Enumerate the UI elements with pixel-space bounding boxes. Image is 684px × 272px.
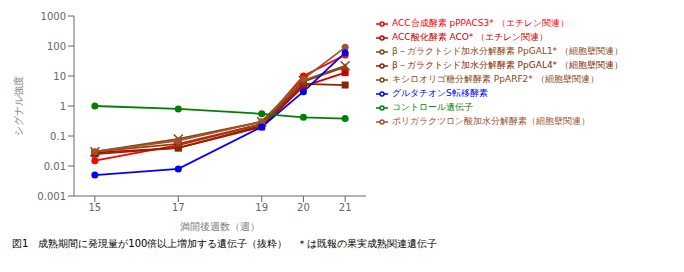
svg-text:0.01: 0.01 (44, 161, 66, 172)
svg-text:1: 1 (60, 101, 66, 112)
html-text:β－ガラクトシド加水分解酵素 PpGAL4* （細胞壁関連）: β－ガラクトシド加水分解酵素 PpGAL4* （細胞壁関連） (392, 60, 623, 70)
svg-text:100: 100 (47, 41, 66, 52)
html-text:キシロオリゴ糖分解酵素 PpARF2* （細胞壁関連）: キシロオリゴ糖分解酵素 PpARF2* （細胞壁関連） (392, 74, 599, 84)
html-text:図1 成熟期間に発現量が100倍以上増加する遺伝子（抜粋）: 図1 成熟期間に発現量が100倍以上増加する遺伝子（抜粋） ＊は既報の果実成熟関… (12, 238, 438, 249)
html-text:ポリガラクツロン酸加水分解酵素（細胞壁関連）: ポリガラクツロン酸加水分解酵素（細胞壁関連） (392, 116, 590, 126)
svg-text:15: 15 (88, 202, 101, 213)
svg-text:17: 17 (172, 202, 185, 213)
html-text:ACC合成酵素 pPPACS3* （エチレン関連）: ACC合成酵素 pPPACS3* （エチレン関連） (392, 18, 569, 28)
html-text:コントロール遺伝子: コントロール遺伝子 (392, 102, 473, 112)
html-text:ACC酸化酵素 ACO* （エチレン関連）: ACC酸化酵素 ACO* （エチレン関連） (392, 32, 549, 42)
svg-text:満開後週数（週）: 満開後週数（週） (180, 221, 260, 232)
svg-text:19: 19 (255, 202, 268, 213)
svg-text:シグナル強度: シグナル強度 (13, 76, 24, 136)
svg-text:21: 21 (339, 202, 352, 213)
svg-text:0.1: 0.1 (50, 131, 66, 142)
html-text:β－ガラクトシド加水分解酵素 PpGAL1* （細胞壁関連）: β－ガラクトシド加水分解酵素 PpGAL1* （細胞壁関連） (392, 46, 623, 56)
html-text:グルタチオンS転移酵素: グルタチオンS転移酵素 (392, 88, 488, 98)
svg-text:0.001: 0.001 (37, 191, 66, 202)
svg-text:20: 20 (297, 202, 310, 213)
svg-text:1000: 1000 (41, 11, 66, 22)
svg-text:10: 10 (53, 71, 66, 82)
